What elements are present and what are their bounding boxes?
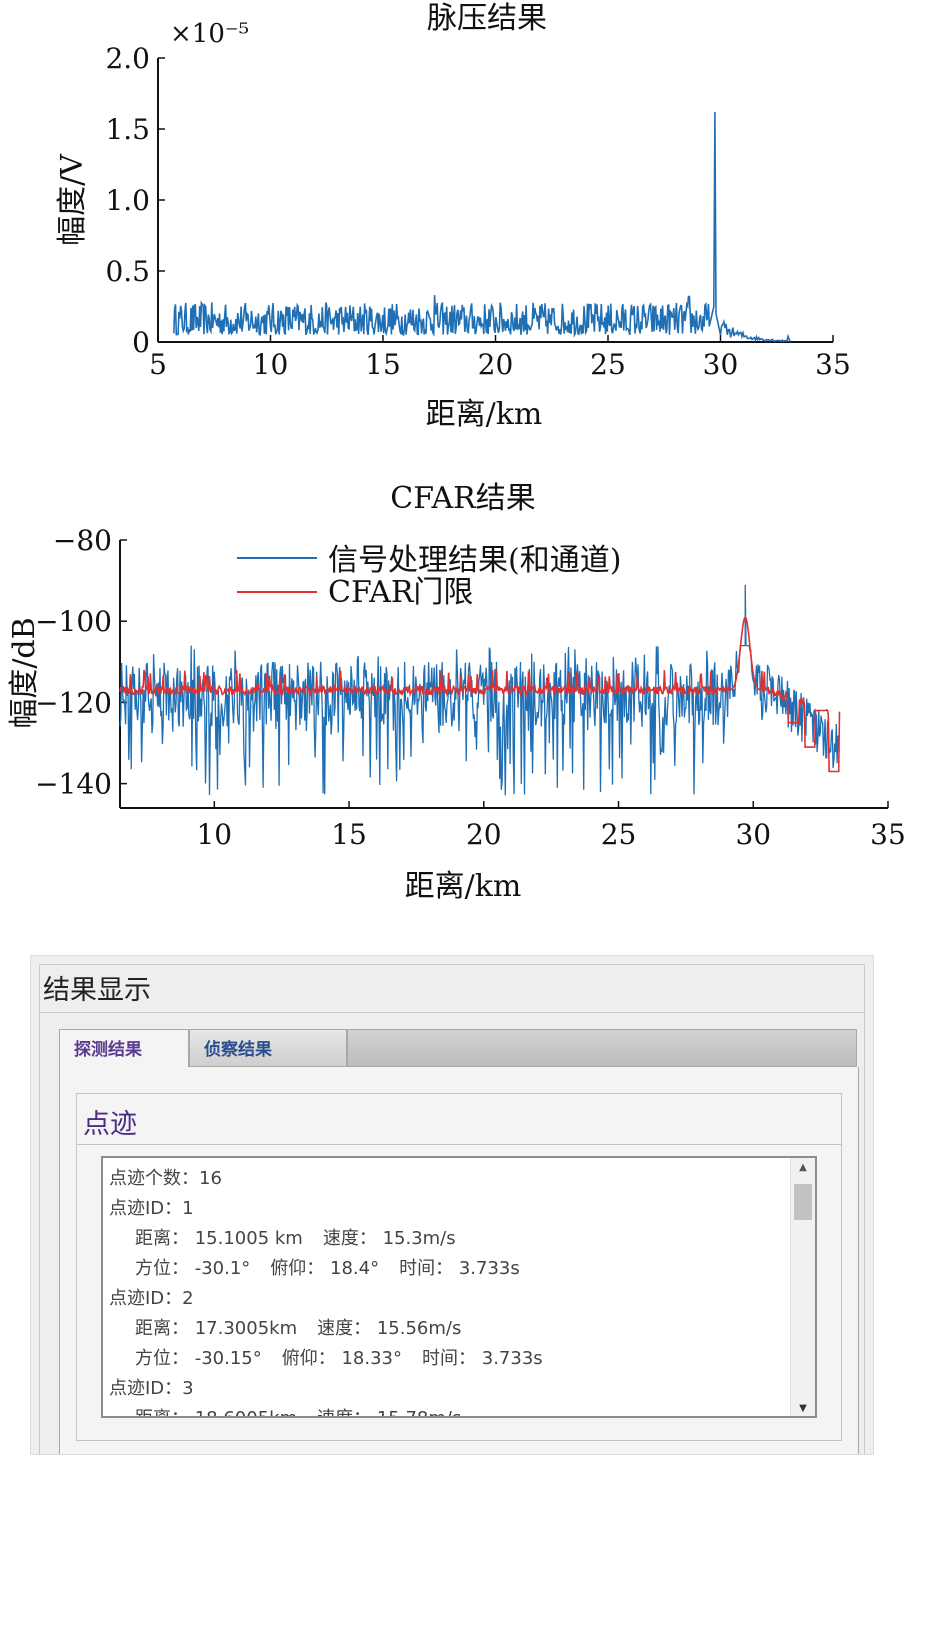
track-list-line: 距离： 18.6005km 速度： 15.78m/s [109,1404,785,1416]
tab-detection-results[interactable]: 探测结果 [59,1029,189,1069]
track-field: 速度： 15.3m/s [322,1228,456,1249]
pulse-compression-chart: 脉压结果 ×10⁻⁵ 5 10 15 20 25 30 35 0 0.5 1.0 1.5 2.0 距离… [55,1,851,432]
chart1-y-tick-label: 2.0 [105,42,150,75]
chart2-x-tick-label: 35 [870,818,906,851]
track-list-line: 方位： -30.15° 俯仰： 18.33° 时间： 3.733s [109,1344,785,1374]
chart2-series [119,584,841,796]
chart1-exponent: ×10⁻⁵ [170,19,249,49]
chart2-y-tick-label: −140 [35,768,112,801]
chart2-ylabel: 幅度/dB [7,617,42,728]
chart2-xlabel: 距离/km [405,869,522,904]
track-group-divider [77,1144,841,1145]
chart2-y-tick-label: −100 [35,605,112,638]
legend-label-cfar: CFAR门限 [328,575,473,610]
chart2-title: CFAR结果 [390,481,535,516]
tab-strip-empty [347,1029,857,1067]
chart2-x-tick-label: 20 [466,818,502,851]
track-field: 方位： -30.1° [135,1258,251,1279]
chart1-series [173,111,792,343]
scrollbar-thumb[interactable] [794,1184,812,1220]
panel-title: 结果显示 [43,975,151,1006]
chart1-axes: 5 10 15 20 25 30 35 0 0.5 1.0 1.5 2.0 [105,42,850,381]
track-field: 速度： 15.56m/s [317,1318,462,1339]
chart2-x-tick-label: 25 [601,818,637,851]
track-list-line: 点迹ID：2 [109,1288,194,1309]
chart1-title: 脉压结果 [427,1,547,36]
triangle-down-icon[interactable]: ▼ [799,1403,807,1414]
chart1-y-tick-label: 0.5 [105,255,150,288]
panel-frame [39,964,865,1454]
track-list-box[interactable]: 点迹个数：16 点迹ID：1 距离： 15.1005 km 速度： 15.3m/s 方位… [101,1156,817,1418]
track-field: 时间： 3.733s [422,1348,543,1369]
chart2-x-tick-label: 15 [331,818,367,851]
panel-divider [39,1012,865,1013]
result-display-panel: 结果显示 探测结果 侦察结果 点迹 点迹个数：16 点迹ID：1 距离： 15.10… [30,955,874,1455]
track-field: 俯仰： 18.4° [270,1258,380,1279]
track-list-line: 方位： -30.1° 俯仰： 18.4° 时间： 3.733s [109,1254,785,1284]
cfar-chart: CFAR结果 10 15 20 25 30 35 −140 −120 −100 −80 信号处理结… [7,481,906,904]
track-field: 速度： 15.78m/s [317,1408,461,1416]
track-list-line: 点迹ID：3 [109,1378,194,1399]
track-field: 距离： 15.1005 km [135,1228,303,1249]
chart2-y-tick-label: −80 [53,524,112,557]
track-list-line: 距离： 15.1005 km 速度： 15.3m/s [109,1224,785,1254]
chart1-xlabel: 距离/km [426,397,543,432]
track-list-line: 点迹ID：1 [109,1198,194,1219]
chart1-ylabel: 幅度/V [55,153,90,246]
chart2-x-tick-label: 10 [196,818,232,851]
legend-label-signal: 信号处理结果(和通道) [328,543,621,578]
chart1-y-tick-label: 0 [132,326,150,359]
chart1-x-tick-label: 10 [253,348,289,381]
track-field: 时间： 3.733s [399,1258,520,1279]
vertical-scrollbar[interactable]: ▲ ▼ [790,1158,815,1416]
track-list-lines: 点迹个数：16 点迹ID：1 距离： 15.1005 km 速度： 15.3m/s 方位… [109,1164,785,1416]
chart1-x-tick-label: 35 [815,348,851,381]
chart1-x-tick-label: 15 [365,348,401,381]
track-group-title: 点迹 [83,1109,137,1140]
chart1-x-tick-label: 30 [703,348,739,381]
chart2-y-tick-label: −120 [35,686,112,719]
track-list-line: 距离： 17.3005km 速度： 15.56m/s [109,1314,785,1344]
chart2-cfar-threshold-line [119,615,841,773]
track-field: 俯仰： 18.33° [281,1348,403,1369]
chart1-x-tick-label: 20 [478,348,514,381]
triangle-up-icon[interactable]: ▲ [799,1162,807,1173]
chart2-legend: 信号处理结果(和通道) CFAR门限 [237,543,621,610]
track-field: 距离： 18.6005km [135,1408,297,1416]
chart1-y-tick-label: 1.5 [105,113,150,146]
chart1-y-tick-label: 1.0 [105,184,150,217]
chart2-axes: 10 15 20 25 30 35 −140 −120 −100 −80 [35,524,906,851]
track-field: 方位： -30.15° [135,1348,262,1369]
tab-reconnaissance-results[interactable]: 侦察结果 [189,1029,347,1067]
track-group: 点迹 点迹个数：16 点迹ID：1 距离： 15.1005 km 速度： 15.3m/… [76,1093,842,1441]
tab-body: 点迹 点迹个数：16 点迹ID：1 距离： 15.1005 km 速度： 15.3m/… [59,1067,859,1454]
chart1-x-tick-label: 5 [149,348,167,381]
chart2-x-tick-label: 30 [735,818,771,851]
track-field: 距离： 17.3005km [135,1318,298,1339]
tab-bar: 探测结果 侦察结果 [59,1029,857,1069]
chart1-x-tick-label: 25 [590,348,626,381]
track-list-line: 点迹个数：16 [109,1168,222,1189]
chart1-series-line [173,111,792,343]
